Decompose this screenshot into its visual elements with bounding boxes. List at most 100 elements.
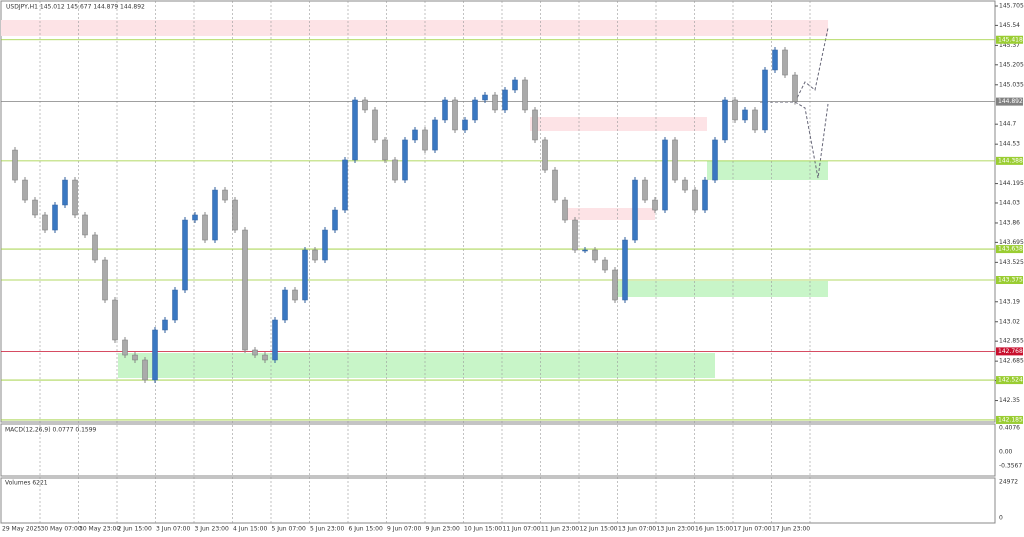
candle bbox=[582, 249, 588, 252]
price-label: 145.54 bbox=[999, 22, 1020, 29]
candle bbox=[32, 199, 38, 216]
candle bbox=[712, 139, 718, 181]
candle bbox=[302, 249, 308, 301]
time-label: 16 Jun 15:00 bbox=[695, 526, 733, 533]
candle bbox=[782, 49, 788, 76]
level-tag bbox=[996, 276, 1023, 285]
level-label: 142.185 bbox=[998, 416, 1023, 423]
candle bbox=[402, 139, 408, 181]
candle bbox=[432, 119, 438, 151]
candle bbox=[452, 99, 458, 131]
price-label: 143.86 bbox=[999, 219, 1020, 226]
candle bbox=[442, 99, 448, 121]
candle bbox=[792, 74, 798, 102]
price-label: 144.7 bbox=[999, 121, 1016, 128]
level-label: 144.388 bbox=[998, 157, 1023, 164]
candle bbox=[292, 289, 298, 301]
candle bbox=[772, 49, 778, 71]
candle bbox=[522, 79, 528, 111]
zone bbox=[617, 281, 828, 297]
candle bbox=[262, 354, 268, 361]
candle bbox=[412, 129, 418, 141]
candle bbox=[492, 94, 498, 111]
chart-header: USDJPY,H1 145.012 145.677 144.879 144.89… bbox=[6, 4, 145, 11]
candle bbox=[92, 234, 98, 261]
candle bbox=[272, 319, 278, 361]
level-label: 145.418 bbox=[998, 36, 1023, 43]
level-label: 142.768 bbox=[998, 348, 1023, 355]
candle bbox=[702, 179, 708, 211]
price-label: 145.205 bbox=[999, 61, 1024, 68]
candle bbox=[572, 219, 578, 251]
price-label: 142.35 bbox=[999, 397, 1020, 404]
volume-label: Volumes 6221 bbox=[5, 480, 48, 487]
time-label: 30 May 07:00 bbox=[41, 526, 82, 533]
candle bbox=[622, 239, 628, 301]
level-label: 143.638 bbox=[998, 246, 1023, 253]
macd-axis-label: 0.00 bbox=[999, 449, 1013, 456]
candle bbox=[202, 214, 208, 241]
time-label: 10 Jun 15:00 bbox=[464, 526, 502, 533]
time-label: 17 Jun 07:00 bbox=[734, 526, 772, 533]
candle bbox=[732, 99, 738, 121]
candle bbox=[742, 109, 748, 121]
time-label: 13 Jun 07:00 bbox=[618, 526, 656, 533]
price-label: 144.195 bbox=[999, 180, 1024, 187]
candle bbox=[362, 99, 368, 111]
candle bbox=[112, 299, 118, 341]
time-label: 29 May 2025 bbox=[2, 526, 41, 533]
level-tag bbox=[996, 376, 1023, 385]
time-label: 30 May 23:00 bbox=[79, 526, 120, 533]
time-label: 6 Jun 15:00 bbox=[349, 526, 383, 533]
level-tag bbox=[996, 415, 1023, 424]
candle bbox=[462, 119, 468, 131]
candle bbox=[502, 89, 508, 111]
candle bbox=[552, 169, 558, 201]
volume-axis-label: 0 bbox=[999, 515, 1003, 522]
main-panel bbox=[0, 0, 996, 423]
candle bbox=[352, 99, 358, 161]
forecast-path bbox=[760, 27, 829, 103]
time-label: 5 Jun 23:00 bbox=[310, 526, 344, 533]
zone bbox=[1, 20, 828, 36]
candle bbox=[172, 289, 178, 321]
time-label: 11 Jun 23:00 bbox=[541, 526, 579, 533]
candle bbox=[62, 179, 68, 206]
time-label: 12 Jun 15:00 bbox=[580, 526, 618, 533]
price-label: 144.53 bbox=[999, 141, 1020, 148]
price-label: 143.02 bbox=[999, 318, 1020, 325]
time-label: 9 Jun 07:00 bbox=[387, 526, 421, 533]
candle bbox=[52, 204, 58, 231]
candle bbox=[612, 269, 618, 301]
level-tag bbox=[996, 245, 1023, 254]
level-label: 142.524 bbox=[998, 377, 1023, 384]
candle bbox=[602, 259, 608, 271]
candle bbox=[652, 199, 658, 211]
candle bbox=[692, 189, 698, 211]
candle bbox=[722, 99, 728, 141]
level-tag bbox=[996, 35, 1023, 44]
candle bbox=[232, 199, 238, 231]
price-label: 145.705 bbox=[999, 3, 1024, 10]
candle bbox=[512, 79, 518, 91]
candle bbox=[282, 289, 288, 321]
price-label: 143.19 bbox=[999, 298, 1020, 305]
forecast-path bbox=[794, 101, 829, 179]
candle bbox=[242, 229, 248, 351]
candle bbox=[482, 94, 488, 101]
zone bbox=[530, 117, 707, 131]
time-label: 17 Jun 23:00 bbox=[772, 526, 810, 533]
level-tag bbox=[996, 156, 1023, 165]
vertical-grid bbox=[39, 1, 811, 523]
zone bbox=[565, 208, 655, 220]
candle bbox=[422, 129, 428, 151]
time-label: 2 Jun 15:00 bbox=[118, 526, 152, 533]
candle bbox=[122, 339, 128, 356]
macd-axis-label: -0.3567 bbox=[999, 463, 1022, 470]
price-label: 144.03 bbox=[999, 199, 1020, 206]
candle bbox=[532, 109, 538, 141]
candle bbox=[22, 179, 28, 201]
candle bbox=[132, 354, 138, 361]
